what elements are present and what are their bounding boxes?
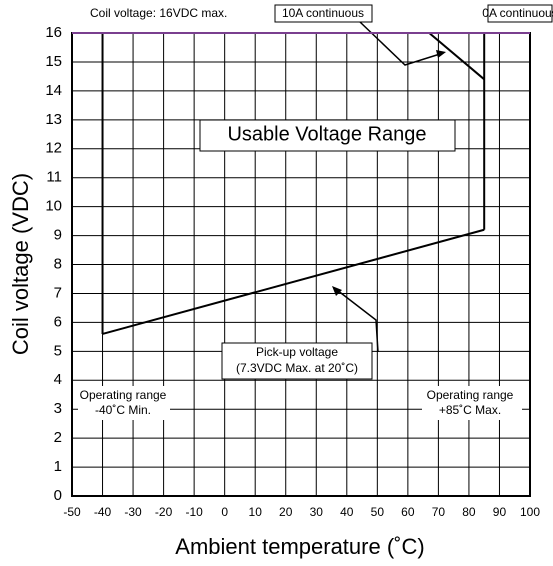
y-tick-label: 3 xyxy=(54,400,62,417)
y-tick-label: 9 xyxy=(54,227,62,244)
annotation: +85˚C Max. xyxy=(439,403,501,417)
annotation: Operating range xyxy=(427,388,514,402)
annotation: Pick-up voltage xyxy=(256,345,338,359)
x-tick-label: 50 xyxy=(371,505,385,519)
x-tick-label: -10 xyxy=(185,505,203,519)
x-tick-label: 100 xyxy=(520,505,540,519)
x-tick-label: -30 xyxy=(124,505,142,519)
annotation-box xyxy=(422,386,522,420)
y-tick-label: 10 xyxy=(45,198,62,215)
y-tick-label: 1 xyxy=(54,458,62,475)
x-tick-label: 40 xyxy=(340,505,354,519)
annotation-box xyxy=(274,4,373,23)
annotation: Coil voltage: 16VDC max. xyxy=(90,6,227,20)
y-tick-label: 2 xyxy=(54,429,62,446)
annotation: Usable Voltage Range xyxy=(227,123,426,145)
x-tick-label: 10 xyxy=(249,505,263,519)
x-tick-label: 60 xyxy=(401,505,415,519)
y-tick-label: 8 xyxy=(54,255,62,272)
y-tick-label: 0 xyxy=(54,487,62,504)
leader-line xyxy=(359,21,441,66)
annotation-box xyxy=(78,386,170,420)
x-tick-label: 0 xyxy=(221,505,228,519)
x-tick-label: 90 xyxy=(493,505,507,519)
annotation: 10A continuous xyxy=(282,6,364,20)
y-tick-label: 5 xyxy=(54,342,62,359)
arrow-head xyxy=(332,286,342,296)
y-tick-label: 12 xyxy=(45,140,62,157)
y-tick-label: 4 xyxy=(54,371,62,388)
series-line xyxy=(428,32,485,81)
annotation: 0A continuous xyxy=(482,6,553,20)
y-tick-label: 14 xyxy=(45,82,62,99)
x-tick-label: -20 xyxy=(155,505,173,519)
x-axis-label: Ambient temperature (˚C) xyxy=(175,534,424,559)
annotation-box xyxy=(199,119,456,152)
y-tick-label: 16 xyxy=(45,24,62,41)
y-tick-label: 15 xyxy=(45,53,62,70)
annotation-box xyxy=(221,342,373,380)
annotation-box xyxy=(487,4,553,23)
annotation: -40˚C Min. xyxy=(95,403,151,417)
series-line xyxy=(102,228,485,335)
x-tick-label: 70 xyxy=(432,505,446,519)
y-tick-label: 6 xyxy=(54,313,62,330)
x-tick-label: 80 xyxy=(462,505,476,519)
y-tick-label: 13 xyxy=(45,111,62,128)
y-axis-label: Coil voltage (VDC) xyxy=(8,173,33,355)
x-tick-label: -50 xyxy=(63,505,81,519)
annotation: Operating range xyxy=(80,388,167,402)
x-tick-label: 20 xyxy=(279,505,293,519)
x-tick-label: -40 xyxy=(94,505,112,519)
y-tick-label: 11 xyxy=(46,169,62,186)
y-tick-label: 7 xyxy=(54,284,62,301)
arrow-head xyxy=(436,50,446,58)
annotation: (7.3VDC Max. at 20˚C) xyxy=(236,361,358,375)
x-tick-label: 30 xyxy=(310,505,324,519)
